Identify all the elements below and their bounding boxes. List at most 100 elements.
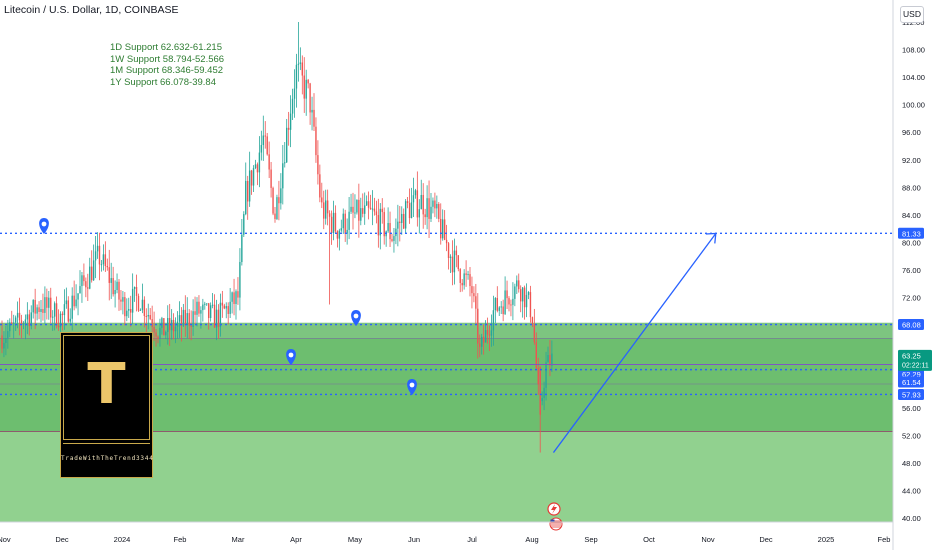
candle-body [291, 98, 294, 114]
candle-body [500, 306, 502, 308]
candle-body [44, 297, 46, 313]
candle-body [130, 308, 132, 313]
candle-body [352, 206, 354, 213]
candle-body [135, 286, 138, 296]
candle-body [260, 145, 263, 153]
chart-title: Litecoin / U.S. Dollar, 1D, COINBASE [4, 4, 179, 16]
candle-body [176, 321, 179, 327]
candle-body [330, 216, 333, 233]
candle-body [198, 301, 200, 314]
candle-body [434, 200, 436, 209]
x-tick-label: Jun [408, 535, 420, 544]
candle-body [145, 315, 147, 317]
candle-body [3, 342, 5, 349]
candle-body [317, 155, 319, 175]
x-tick-label: Feb [174, 535, 187, 544]
candle-body [287, 127, 290, 130]
candle-body [445, 239, 448, 244]
candle-body [250, 170, 253, 186]
candle-body [326, 200, 329, 214]
candle-body [457, 255, 459, 270]
candle-body [416, 190, 419, 218]
candle-body [262, 135, 264, 146]
candle-body [286, 127, 288, 163]
candle-body [453, 250, 456, 273]
candle-body [46, 297, 48, 308]
y-tick-label: 100.00 [902, 101, 925, 110]
support-note-1w: 1W Support 58.794-52.566 [110, 53, 225, 65]
y-tick-label: 52.00 [902, 431, 921, 440]
candle-body [278, 197, 280, 204]
candle-body [377, 215, 380, 236]
candle-body [336, 231, 339, 239]
candle-body [114, 290, 116, 295]
candle-body [514, 286, 516, 299]
candle-body [110, 278, 112, 283]
x-tick-label: Feb [878, 535, 891, 544]
candle-body [155, 332, 157, 337]
logo-caption: TradeWithTheTrend3344 [61, 455, 154, 462]
candle-body [178, 315, 181, 322]
candle-body [455, 250, 458, 256]
candle-body [161, 318, 163, 328]
candle-body [313, 109, 315, 127]
y-tick-label: 92.00 [902, 156, 921, 165]
candle-body [367, 201, 370, 208]
candle-body [426, 198, 428, 218]
candle-body [325, 200, 327, 219]
candle-body [477, 308, 479, 344]
candle-body [137, 295, 140, 311]
candle-body [510, 304, 512, 306]
candle-body [442, 219, 444, 239]
candle-body [18, 312, 21, 321]
support-note-1m: 1M Support 68.346-59.452 [110, 65, 224, 76]
candle-body [539, 366, 541, 415]
candle-body [104, 254, 107, 267]
badge-61-54-text: 61.54 [902, 378, 921, 387]
candle-body [94, 251, 97, 261]
candle-body [131, 288, 134, 313]
candle-body [229, 301, 231, 314]
candle-body [332, 212, 335, 233]
candle-body [297, 63, 300, 65]
candle-body [16, 312, 19, 318]
candle-body [7, 331, 9, 339]
candle-body [122, 297, 124, 302]
currency-button[interactable]: USD [900, 6, 924, 23]
candle-body [91, 266, 93, 281]
candle-body [479, 343, 481, 347]
candle-body [92, 260, 95, 281]
candle-body [537, 367, 539, 385]
candle-body [128, 308, 130, 311]
candle-body [523, 287, 526, 308]
candle-body [126, 310, 128, 317]
candle-body [463, 273, 465, 286]
candle-body [379, 208, 381, 236]
candle-body [227, 306, 229, 314]
y-tick-label: 104.00 [902, 73, 925, 82]
candle-body [52, 316, 54, 318]
candle-body [321, 197, 323, 203]
badge-81-33-text: 81.33 [902, 229, 921, 238]
candle-body [247, 180, 249, 202]
brand-logo: T TradeWithTheTrend3344 [60, 332, 153, 478]
candle-body [475, 296, 477, 309]
candle-body [307, 79, 309, 84]
candle-body [319, 174, 321, 198]
candle-body [202, 304, 204, 311]
y-tick-label: 56.00 [902, 404, 921, 413]
candle-body [486, 330, 489, 335]
candle-body [13, 322, 15, 324]
candle-body [418, 209, 420, 218]
candle-body [22, 323, 25, 325]
badge-81-33 [898, 227, 924, 239]
candle-body [96, 245, 99, 252]
current-price-text: 63.25 [902, 351, 921, 360]
candle-body [323, 202, 325, 219]
map-pin-icon [351, 310, 361, 326]
candle-body [506, 290, 508, 299]
y-tick-label: 108.00 [902, 46, 925, 55]
countdown-text: 02:22:11 [902, 362, 929, 369]
candle-body [494, 298, 497, 311]
candle-body [225, 306, 227, 309]
